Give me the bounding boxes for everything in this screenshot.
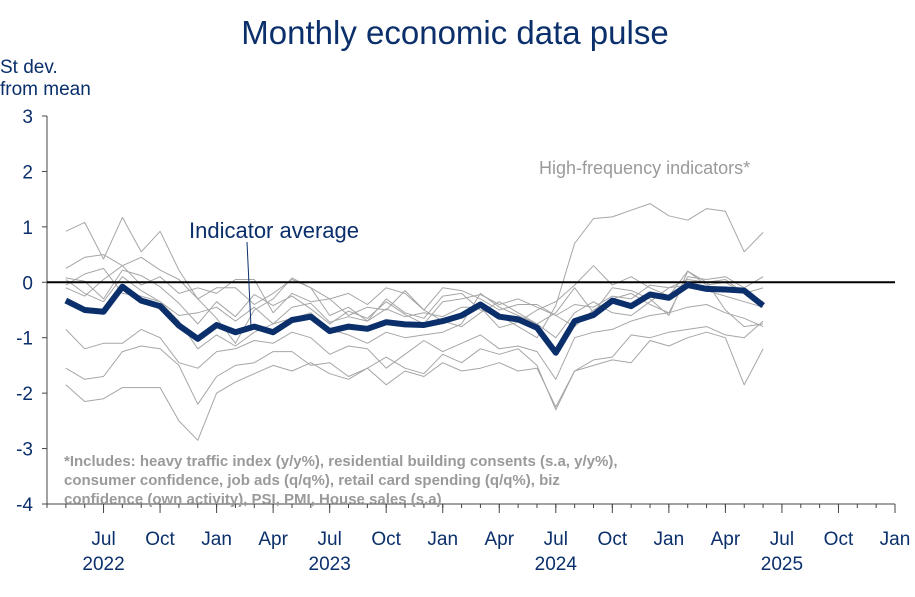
x-tick-label: Jul [318, 529, 342, 550]
x-tick-label: Oct [598, 529, 628, 550]
average-label: Indicator average [189, 218, 359, 243]
footnote-line-2: consumer confidence, job ads (q/q%), ret… [64, 472, 560, 489]
high-frequency-label: High-frequency indicators* [539, 158, 750, 178]
x-tick-label: Apr [711, 529, 741, 550]
footnote-line-3: confidence (own activity), PSI, PMI, Hou… [64, 491, 442, 508]
x-tick-label: Jul [544, 529, 568, 550]
x-tick-label: Jan [201, 529, 232, 550]
indicator-line-3 [65, 269, 764, 325]
y-tick-label: -2 [16, 384, 33, 405]
y-axis-label-line-1: St dev. [0, 57, 58, 78]
y-tick-label: 3 [22, 107, 33, 128]
indicator-line-8 [65, 331, 764, 441]
indicator-line-1 [65, 203, 764, 344]
x-tick-label: Jul [91, 529, 115, 550]
y-tick-label: -4 [16, 495, 33, 516]
indicator-line-4 [65, 265, 764, 329]
x-tick-label: Oct [145, 529, 175, 550]
indicator-line-7 [65, 320, 764, 411]
average-line [64, 282, 765, 356]
x-year-label: 2023 [309, 554, 351, 575]
x-tick-label: Oct [824, 529, 854, 550]
chart-title: Monthly economic data pulse [241, 14, 668, 51]
x-tick-label: Apr [258, 529, 288, 550]
x-tick-label: Jan [654, 529, 685, 550]
y-tick-label: 0 [22, 273, 33, 294]
x-tick-label: Jan [880, 529, 911, 550]
x-tick-label: Oct [371, 529, 401, 550]
footnote-line-1: *Includes: heavy traffic index (y/y%), r… [64, 453, 617, 470]
average-layer [64, 282, 765, 356]
y-tick-label: 1 [22, 218, 33, 239]
x-year-label: 2025 [761, 554, 803, 575]
x-tick-label: Jul [770, 529, 794, 550]
average-label-leader [246, 241, 252, 328]
indicator-line-6 [65, 304, 764, 380]
axes-layer: 3 2 1 0 -1 -2 -3 -4 Jul Oct Jan Apr Jul Oct Jan Apr Jul O… [16, 107, 910, 575]
y-axis-label-line-2: from mean [0, 79, 91, 100]
y-tick-label: -1 [16, 329, 33, 350]
y-tick-label: -3 [16, 440, 33, 461]
x-year-label: 2024 [535, 554, 578, 575]
y-tick-label: 2 [22, 162, 33, 183]
x-tick-label: Apr [484, 529, 514, 550]
x-year-label: 2022 [82, 554, 124, 575]
x-tick-label: Jan [427, 529, 458, 550]
